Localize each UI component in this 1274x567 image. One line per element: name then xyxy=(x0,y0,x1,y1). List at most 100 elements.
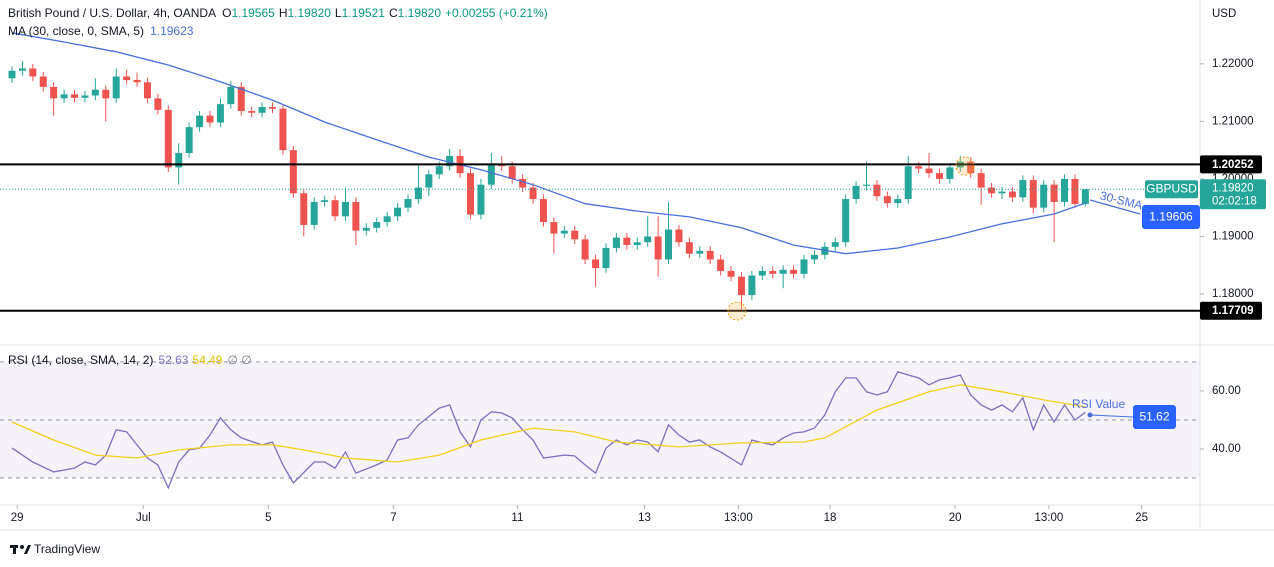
candle-body xyxy=(1008,191,1016,198)
candle-body xyxy=(279,108,287,151)
y-tick-label: 1.18000 xyxy=(1212,288,1254,300)
x-tick-label: 5 xyxy=(265,512,271,524)
candle-body xyxy=(644,236,652,243)
high-marker xyxy=(955,156,975,176)
candle-body xyxy=(123,76,131,80)
candle-body xyxy=(383,216,391,223)
rsi-legend: RSI (14, close, SMA, 14, 2) 52.63 54.49 ∅ ∅ xyxy=(8,353,252,367)
ohlc-value: 1.19565 xyxy=(231,6,275,20)
line-series xyxy=(11,32,1086,255)
candle-body xyxy=(529,187,537,200)
candle-body xyxy=(612,237,620,248)
x-tick-label: 25 xyxy=(1135,512,1148,524)
candle-body xyxy=(1040,184,1048,208)
rsi-annotation: RSI Value xyxy=(1072,397,1125,411)
candle-body xyxy=(60,94,68,99)
candle-body xyxy=(519,178,527,188)
x-tick-label: 18 xyxy=(824,512,837,524)
y-tick-label: 1.21000 xyxy=(1212,115,1254,127)
ma-legend: MA (30, close, 0, SMA, 5) 1.19623 xyxy=(8,24,194,38)
candle-body xyxy=(842,199,850,243)
candle-body xyxy=(571,230,579,240)
level-box xyxy=(1200,301,1262,320)
level-label: 1.20252 xyxy=(1212,159,1254,171)
rsi-name: RSI (14, close, SMA, 14, 2) xyxy=(8,353,153,367)
ma-box-label: 1.19606 xyxy=(1149,210,1193,224)
candle-body xyxy=(196,115,204,128)
candle-body xyxy=(1019,180,1027,198)
candle-body xyxy=(935,173,943,179)
x-tick-label: 7 xyxy=(390,512,396,524)
logo xyxy=(10,545,31,554)
candle-body xyxy=(633,242,641,246)
candle-body xyxy=(883,196,891,204)
candle-body xyxy=(748,275,756,296)
sma-pointer xyxy=(1089,199,1141,215)
rsi-box-label: 51.62 xyxy=(1139,410,1169,424)
rsi-box xyxy=(1133,405,1176,429)
x-tick-label: 11 xyxy=(511,512,523,524)
candle-body xyxy=(592,259,600,269)
candle-body xyxy=(852,185,860,200)
candle-body xyxy=(227,86,235,105)
candle-body xyxy=(143,82,151,99)
x-tick-label: Jul xyxy=(136,512,151,524)
candle-body xyxy=(477,184,485,215)
header: British Pound / U.S. Dollar, 4h, OANDA O1… xyxy=(8,6,548,20)
candle-body xyxy=(352,201,360,231)
candle-body xyxy=(331,200,339,217)
candle-body xyxy=(216,104,224,123)
ma-name: MA (30, close, 0, SMA, 5) xyxy=(8,24,144,38)
candle-body xyxy=(508,166,516,179)
last-price-box xyxy=(1200,179,1266,210)
candle-body xyxy=(727,270,735,277)
candle-body xyxy=(1061,178,1069,202)
candle-body xyxy=(904,166,912,200)
candle-body xyxy=(373,222,381,228)
rsi-ma-value: 54.49 xyxy=(192,353,222,367)
y-tick-label: 60.00 xyxy=(1212,385,1241,397)
candle-body xyxy=(91,89,99,96)
candle-body xyxy=(654,236,662,260)
line-series xyxy=(11,384,1086,463)
candle-body xyxy=(50,86,58,99)
candle-body xyxy=(248,111,256,113)
candle-body xyxy=(675,229,683,243)
candle-body xyxy=(581,239,589,260)
y-tick-label: 1.19000 xyxy=(1212,230,1254,242)
rsi-value: 52.63 xyxy=(158,353,188,367)
candle-body xyxy=(1071,178,1079,204)
candle-body xyxy=(998,191,1006,194)
candle-body xyxy=(769,270,777,274)
candle-body xyxy=(29,68,37,77)
candle-body xyxy=(988,187,996,194)
candle-body xyxy=(665,229,673,260)
x-tick-label: 13:00 xyxy=(724,512,753,524)
candle-body xyxy=(706,250,714,260)
y-tick-label: 1.22000 xyxy=(1212,58,1254,70)
candle-body xyxy=(487,164,495,185)
candle-body xyxy=(560,230,568,234)
candle-body xyxy=(863,184,871,186)
candle-body xyxy=(362,227,370,231)
candle-body xyxy=(550,222,558,234)
candle-body xyxy=(446,155,454,167)
candle-body xyxy=(154,98,162,110)
ohlc-label: H xyxy=(279,6,288,20)
x-tick-label: 13:00 xyxy=(1035,512,1064,524)
candle-body xyxy=(8,70,16,79)
currency: USD xyxy=(1212,8,1236,20)
change: +0.00255 (+0.21%) xyxy=(445,6,548,20)
candle-body xyxy=(175,153,183,168)
candle-body xyxy=(404,199,412,208)
candle-body xyxy=(737,276,745,296)
rsi-pointer-dot xyxy=(1087,412,1093,418)
candle-body xyxy=(310,201,318,225)
candle-body xyxy=(321,200,329,202)
brand: TradingView xyxy=(34,542,100,556)
candle-body xyxy=(237,86,245,112)
rsi-flags: ∅ ∅ xyxy=(227,353,251,367)
